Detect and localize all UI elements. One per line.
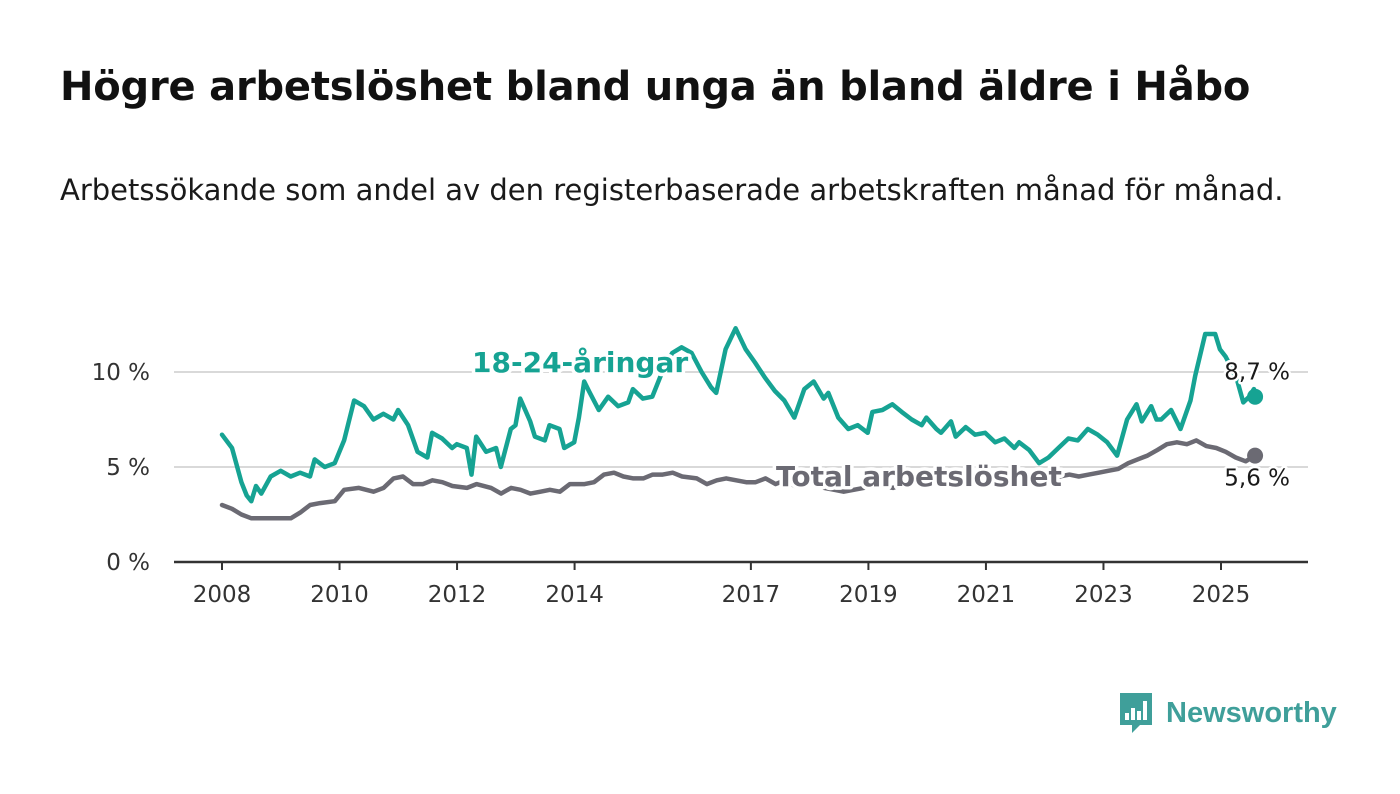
- newsworthy-logo: Newsworthy: [1118, 690, 1337, 736]
- x-tick-label: 2025: [1192, 582, 1251, 608]
- axes: 0 % 5 % 10 % 2008 2010 2012 2014 2017 2019 2021 20…: [92, 360, 1308, 608]
- y-tick-label: 5 %: [106, 455, 150, 481]
- x-tick-label: 2017: [722, 582, 781, 608]
- series-labels: 8,7 % 5,6 % 18-24-åringar Total arbetslöshe…: [469, 343, 1293, 497]
- series-line-18-24: [219, 326, 1258, 504]
- end-label-total: 5,6 %: [1224, 466, 1290, 492]
- x-tick-label: 2010: [310, 582, 369, 608]
- x-tick-label: 2014: [545, 582, 604, 608]
- series-label-total: Total arbetslöshet: [776, 460, 1062, 493]
- x-tick-label: 2012: [428, 582, 487, 608]
- grid-lines: [174, 371, 1308, 468]
- end-label-18-24: 8,7 %: [1224, 360, 1290, 386]
- y-tick-label: 0 %: [106, 550, 150, 576]
- newsworthy-logo-icon: [1120, 693, 1152, 733]
- end-point-18-24: [1247, 388, 1264, 405]
- series-line-total: [219, 438, 1258, 521]
- y-tick-label: 10 %: [92, 360, 150, 386]
- series-label-18-24: 18-24-åringar: [472, 346, 688, 379]
- x-tick-label: 2019: [839, 582, 898, 608]
- chart-subtitle: Arbetssökande som andel av den registerb…: [60, 173, 1284, 207]
- x-tick-label: 2021: [957, 582, 1016, 608]
- x-tick-label: 2023: [1074, 582, 1133, 608]
- x-tick-label: 2008: [193, 582, 252, 608]
- chart-title: Högre arbetslöshet bland unga än bland ä…: [60, 64, 1251, 110]
- end-point-total: [1247, 447, 1264, 464]
- brand-name: Newsworthy: [1166, 696, 1337, 729]
- series-lines: [219, 326, 1264, 521]
